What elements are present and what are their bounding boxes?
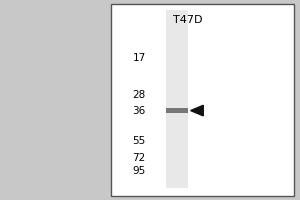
- Text: 28: 28: [133, 90, 146, 100]
- Text: 55: 55: [133, 136, 146, 146]
- Text: 72: 72: [133, 153, 146, 163]
- Text: 17: 17: [133, 53, 146, 63]
- Bar: [111, 4, 294, 196]
- Bar: [166, 108, 188, 113]
- Bar: [166, 10, 188, 188]
- Text: 95: 95: [133, 166, 146, 176]
- Polygon shape: [190, 105, 203, 116]
- Text: 36: 36: [133, 106, 146, 116]
- Text: T47D: T47D: [173, 15, 203, 25]
